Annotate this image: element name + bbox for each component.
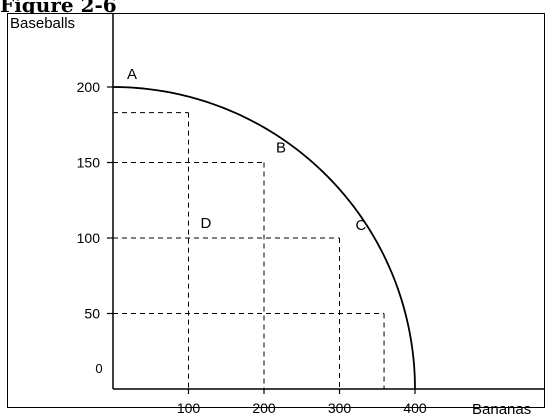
point-label-b: B (276, 140, 286, 157)
y-tick-label: 200 (77, 79, 101, 95)
x-axis-label: Bananas (472, 401, 531, 415)
y-tick-label: 50 (84, 306, 100, 322)
y-axis-label: Baseballs (10, 15, 75, 32)
ppf-curve (112, 86, 416, 390)
point-label-d: D (201, 215, 212, 232)
x-tick-label: 300 (328, 400, 352, 415)
y-tick-label: 150 (77, 155, 101, 171)
point-label-c: C (356, 217, 367, 234)
origin-label: 0 (95, 361, 102, 376)
point-label-a: A (127, 66, 137, 83)
x-tick-label: 200 (252, 400, 276, 415)
figure-title: Figure 2-6 (0, 0, 117, 17)
x-tick-label: 100 (177, 400, 201, 415)
x-tick-label: 400 (403, 400, 427, 415)
y-tick-label: 100 (77, 230, 101, 246)
chart-panel (7, 13, 545, 408)
